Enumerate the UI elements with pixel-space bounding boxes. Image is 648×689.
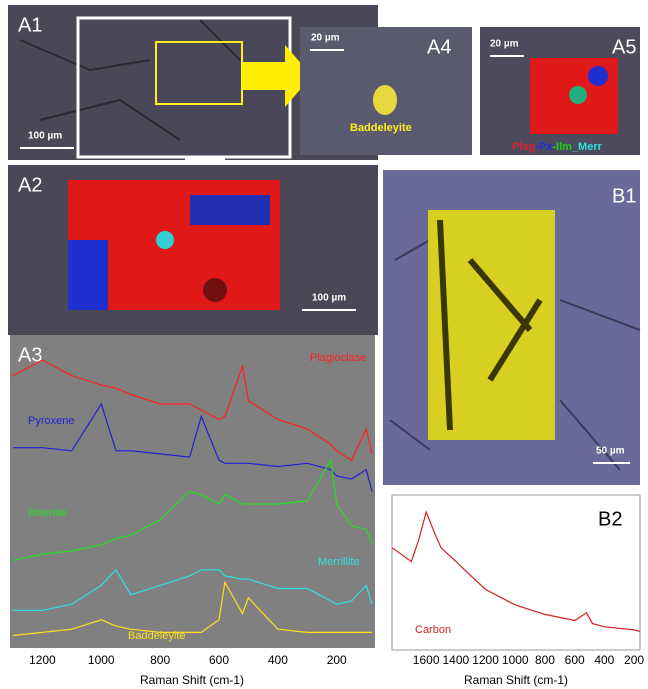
plot-area — [10, 335, 375, 648]
legend-entry: -Px — [535, 141, 553, 153]
x-tick-label: 400 — [594, 653, 614, 667]
x-tick-label: 200 — [624, 653, 644, 667]
scale-label: 20 µm — [311, 33, 340, 44]
map-region — [588, 66, 608, 86]
scale-label: 100 µm — [28, 131, 62, 142]
panel-label: B2 — [598, 508, 622, 530]
map-legend: Plag-Px-Ilm_Merr — [512, 141, 603, 153]
x-tick-label: 800 — [535, 653, 555, 667]
legend-entry: _Merr — [571, 141, 603, 153]
map-region — [569, 86, 587, 104]
series-label: Plagioclase — [310, 352, 366, 364]
series-label: Pyroxene — [28, 415, 74, 427]
scale-label: 50 µm — [596, 446, 625, 457]
legend-entry: -Ilm — [552, 141, 572, 153]
page: A1 100 µm A4 20 µm Baddeleyite A5 20 µm … — [0, 0, 648, 689]
x-tick-label: 600 — [209, 653, 229, 667]
legend-entry: Plag — [512, 141, 535, 153]
x-tick-label: 200 — [327, 653, 347, 667]
series-label: Baddeleyite — [128, 630, 186, 642]
x-tick-label: 1200 — [29, 653, 56, 667]
panel-label: B1 — [612, 185, 636, 207]
x-tick-label: 1000 — [88, 653, 115, 667]
x-tick-label: 1600 — [413, 653, 440, 667]
scale-label: 20 µm — [490, 39, 519, 50]
mineral-label: Baddeleyite — [350, 122, 412, 134]
panel-label: A1 — [18, 14, 42, 36]
x-tick-label: 1200 — [472, 653, 499, 667]
grain — [373, 85, 397, 115]
series-label: Ilmenite — [28, 507, 67, 519]
map-region — [156, 231, 174, 249]
series-label: Carbon — [415, 624, 451, 636]
panel-label: A2 — [18, 174, 42, 196]
x-tick-label: 600 — [565, 653, 585, 667]
figure: A1 100 µm A4 20 µm Baddeleyite A5 20 µm … — [0, 0, 648, 689]
map-region — [203, 278, 227, 302]
x-axis-label: Raman Shift (cm-1) — [464, 673, 568, 687]
x-axis-label: Raman Shift (cm-1) — [140, 673, 244, 687]
x-tick-label: 1000 — [502, 653, 529, 667]
panel-label: A5 — [612, 36, 636, 58]
map-region — [68, 240, 108, 310]
x-tick-label: 400 — [268, 653, 288, 667]
map-region — [190, 195, 270, 225]
panel-label: A3 — [18, 344, 42, 366]
x-tick-label: 800 — [150, 653, 170, 667]
x-tick-label: 1400 — [443, 653, 470, 667]
panel-label: A4 — [427, 36, 451, 58]
series-label: Merrillite — [318, 556, 360, 568]
scale-label: 100 µm — [312, 293, 346, 304]
